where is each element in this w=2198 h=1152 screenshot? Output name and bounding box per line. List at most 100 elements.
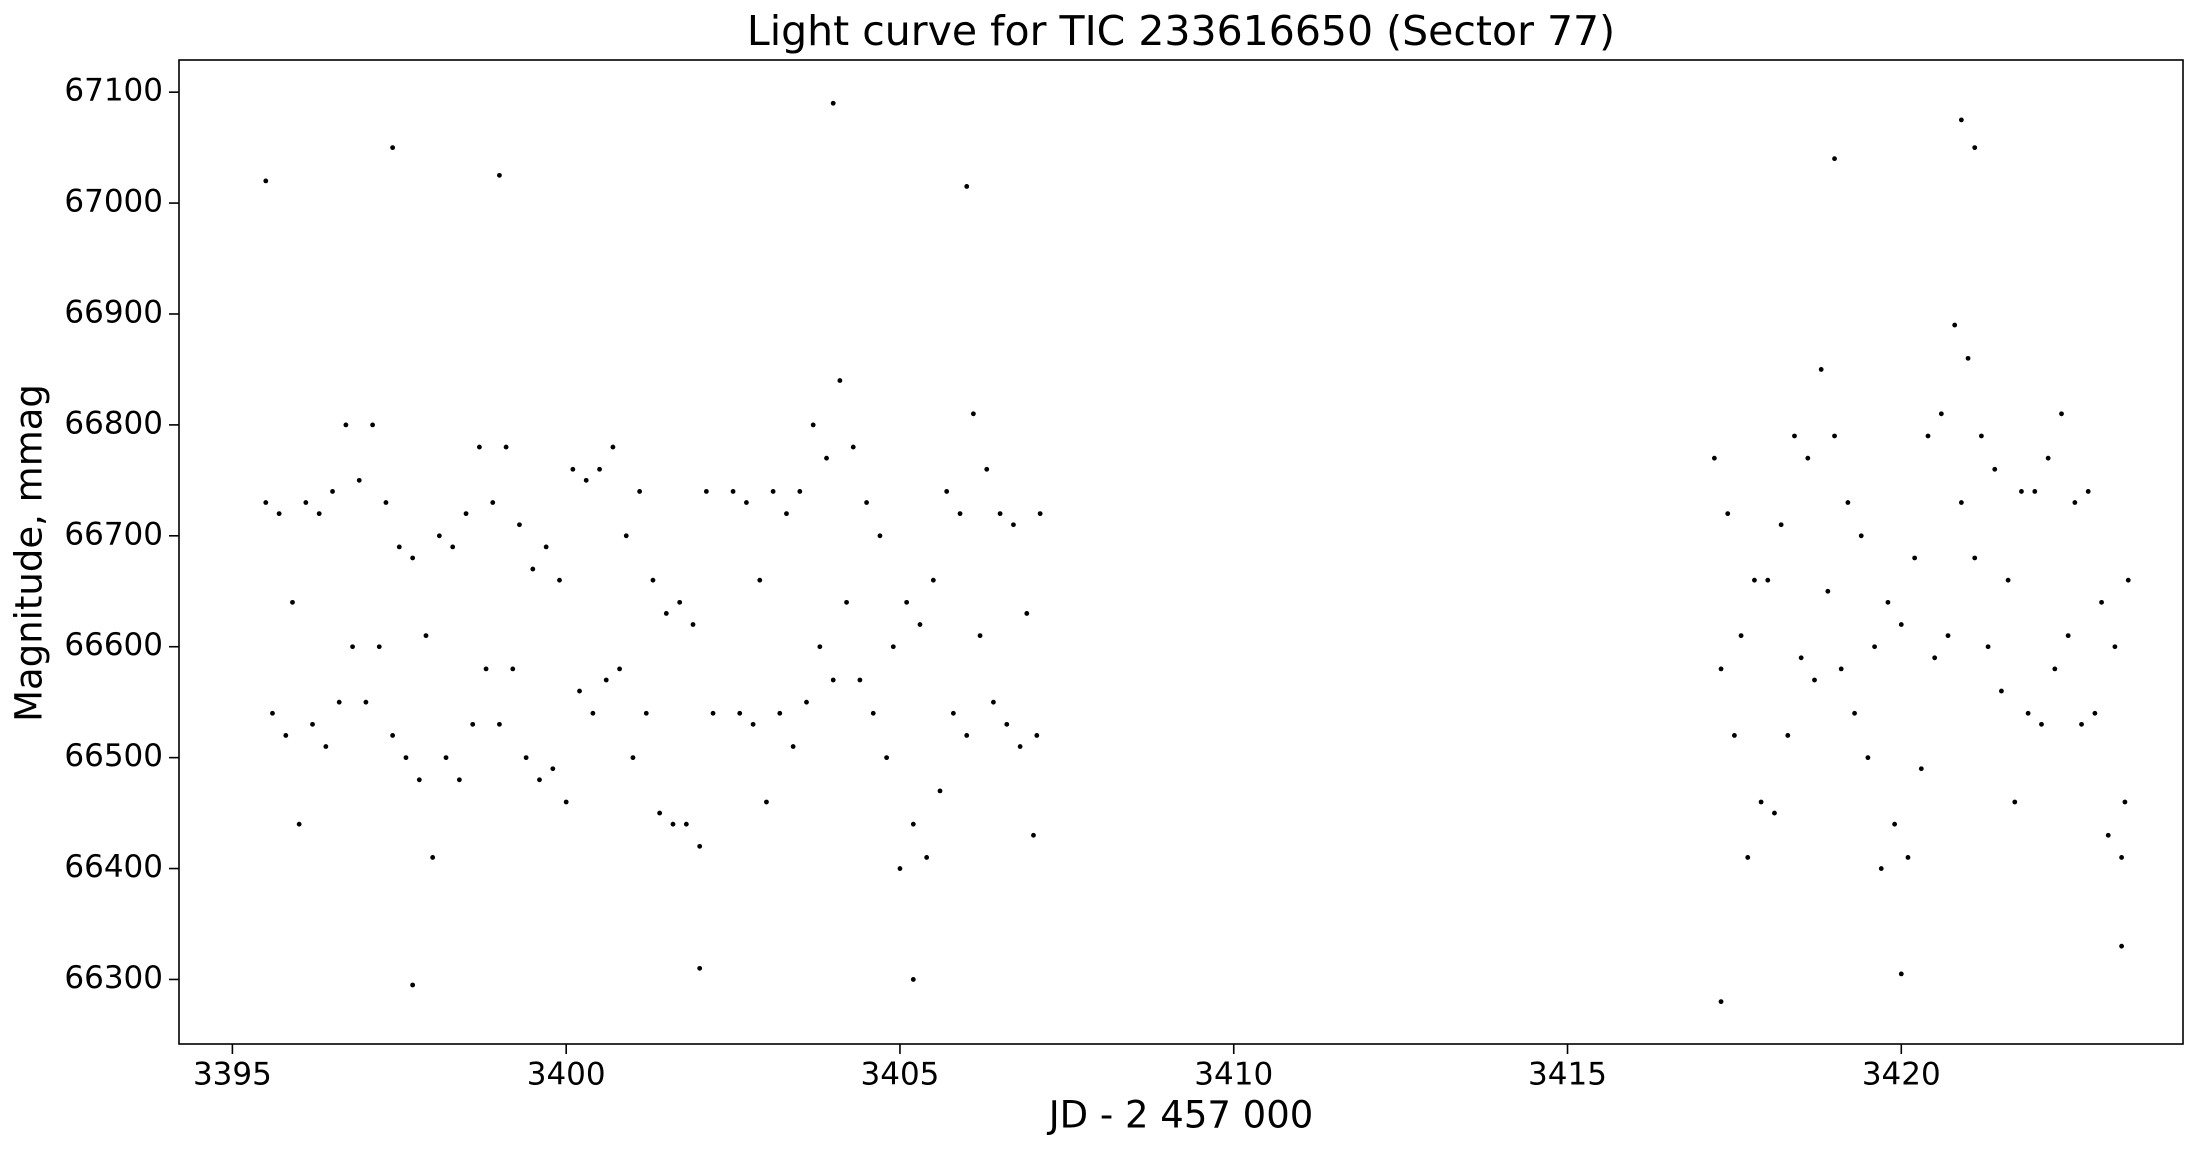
data-point xyxy=(270,710,275,716)
data-point xyxy=(2125,577,2131,583)
data-point xyxy=(1852,710,1857,716)
data-point xyxy=(497,721,502,727)
data-point xyxy=(557,577,562,583)
data-point xyxy=(350,644,355,650)
data-point xyxy=(316,511,322,517)
data-point xyxy=(1017,744,1023,749)
y-axis-label: Magnitude, mmag xyxy=(8,384,51,722)
x-tick-label: 3395 xyxy=(193,1057,272,1093)
data-point xyxy=(1752,577,1757,583)
y-tick-label: 66400 xyxy=(64,849,163,885)
data-point xyxy=(1958,500,1964,505)
data-point xyxy=(657,810,663,816)
data-point xyxy=(810,422,816,428)
data-point xyxy=(1858,533,1864,539)
data-point xyxy=(1999,688,2004,694)
data-point xyxy=(2099,599,2104,605)
data-point xyxy=(517,522,522,528)
data-point xyxy=(757,577,763,583)
data-point xyxy=(864,500,869,505)
data-point xyxy=(710,710,716,716)
data-point xyxy=(376,644,382,650)
data-point xyxy=(817,644,823,650)
data-point xyxy=(950,710,956,716)
data-point xyxy=(777,710,783,716)
data-point xyxy=(330,489,335,494)
data-point xyxy=(844,599,849,605)
data-point xyxy=(530,566,536,572)
data-point xyxy=(2112,644,2118,650)
data-point xyxy=(2122,799,2128,805)
data-point xyxy=(2032,489,2038,494)
data-point xyxy=(436,533,442,539)
data-point xyxy=(296,821,302,827)
data-point xyxy=(1932,655,1938,661)
data-point xyxy=(2092,710,2098,716)
x-tick-label: 3415 xyxy=(1528,1057,1607,1093)
y-tick-label: 66900 xyxy=(64,294,163,330)
data-point xyxy=(1912,555,1918,561)
data-point xyxy=(1898,622,1904,627)
data-point xyxy=(2085,489,2091,494)
data-point xyxy=(463,511,469,517)
data-point xyxy=(1711,455,1717,461)
data-point xyxy=(503,444,509,450)
data-point xyxy=(310,721,315,727)
data-point xyxy=(850,444,856,450)
data-point xyxy=(276,511,282,517)
data-point xyxy=(637,489,643,494)
y-tick-label: 67000 xyxy=(64,184,163,220)
data-point xyxy=(1818,367,1824,372)
data-point xyxy=(650,577,656,583)
data-point xyxy=(290,599,295,605)
data-point xyxy=(1725,511,1731,517)
data-point xyxy=(1732,733,1737,738)
data-point xyxy=(770,489,776,494)
data-point xyxy=(877,533,883,539)
data-point xyxy=(1805,455,1811,461)
data-point xyxy=(1792,433,1797,439)
data-point xyxy=(2072,500,2078,505)
data-point xyxy=(543,544,549,550)
data-point xyxy=(957,511,963,517)
data-point xyxy=(824,455,829,461)
data-point xyxy=(410,982,416,988)
data-point xyxy=(597,466,602,472)
data-point xyxy=(830,677,836,683)
data-point xyxy=(1024,611,1030,616)
data-point xyxy=(1832,156,1837,162)
data-point xyxy=(750,721,756,727)
data-point xyxy=(784,511,789,517)
data-point xyxy=(837,378,843,383)
data-point xyxy=(910,821,916,827)
data-point xyxy=(1778,522,1784,528)
data-point xyxy=(944,489,950,494)
data-point xyxy=(997,511,1003,517)
data-point xyxy=(917,622,923,627)
data-point xyxy=(497,172,502,178)
x-tick-label: 3400 xyxy=(527,1057,606,1093)
data-point xyxy=(924,855,930,860)
data-point xyxy=(383,500,389,505)
x-tick-label: 3405 xyxy=(861,1057,940,1093)
data-point xyxy=(830,100,836,106)
data-point xyxy=(1785,733,1791,738)
data-point xyxy=(577,688,582,694)
data-point xyxy=(2025,710,2031,716)
data-point xyxy=(1972,555,1978,561)
data-point xyxy=(737,710,743,716)
data-point xyxy=(1011,522,1016,528)
data-point xyxy=(583,477,589,483)
data-point xyxy=(683,821,689,827)
data-point xyxy=(970,411,976,417)
data-point xyxy=(617,666,622,672)
data-point xyxy=(1825,588,1831,594)
data-point xyxy=(964,184,970,189)
data-point xyxy=(603,677,609,683)
data-point xyxy=(964,733,970,738)
data-point xyxy=(563,799,569,805)
y-tick-label: 67100 xyxy=(64,73,163,109)
data-point xyxy=(1958,117,1964,123)
data-point xyxy=(1885,599,1891,605)
